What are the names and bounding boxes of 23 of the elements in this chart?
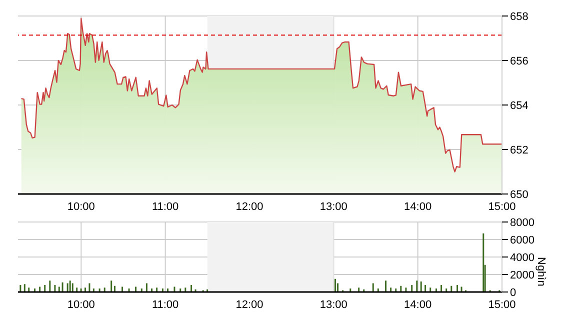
x-tick-label: 15:00 bbox=[488, 200, 516, 213]
y-tick-label: 658 bbox=[510, 10, 528, 23]
y-tick-label: 8000 bbox=[510, 216, 534, 229]
y-tick-label: 654 bbox=[510, 100, 528, 112]
x-tick-label: 13:00 bbox=[320, 298, 348, 311]
x-tick-label: 12:00 bbox=[236, 200, 264, 213]
y-tick-label: 4000 bbox=[510, 252, 534, 264]
x-tick-label: 14:00 bbox=[404, 200, 432, 213]
x-tick-label: 12:00 bbox=[236, 298, 264, 311]
x-tick-label: 11:00 bbox=[152, 200, 179, 213]
y-axis-title: Nghìn bbox=[535, 257, 548, 286]
y-tick-label: 656 bbox=[510, 55, 528, 68]
x-tick-label: 10:00 bbox=[67, 298, 95, 311]
y-tick-label: 650 bbox=[510, 188, 528, 201]
x-tick-label: 15:00 bbox=[488, 298, 516, 311]
y-tick-label: 0 bbox=[510, 286, 516, 299]
x-tick-label: 10:00 bbox=[67, 200, 95, 213]
y-tick-label: 652 bbox=[510, 144, 528, 156]
x-tick-label: 11:00 bbox=[152, 298, 179, 311]
x-tick-label: 14:00 bbox=[404, 298, 432, 311]
x-tick-label: 13:00 bbox=[320, 200, 348, 213]
y-tick-label: 6000 bbox=[510, 234, 534, 246]
y-tick-label: 2000 bbox=[510, 269, 534, 282]
